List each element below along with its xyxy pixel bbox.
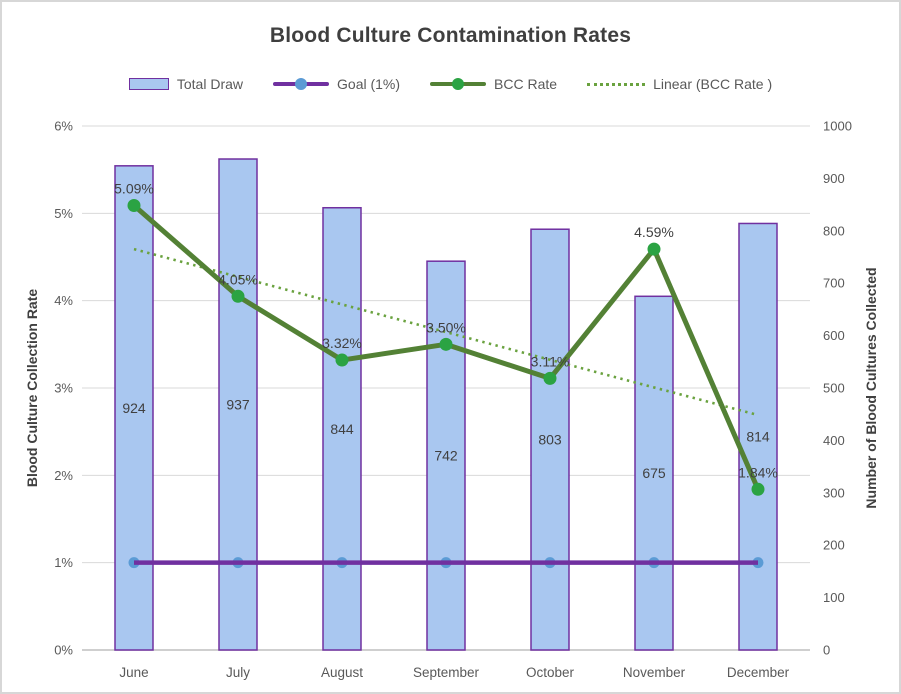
bcc-label-june: 5.09% — [114, 180, 154, 196]
right-tick-800: 800 — [823, 223, 845, 238]
legend-item-total-draw: Total Draw — [128, 76, 244, 92]
bar-november — [634, 295, 674, 651]
bcc-label-december: 1.84% — [738, 464, 778, 480]
right-tick-600: 600 — [823, 328, 845, 343]
left-tick-3%: 3% — [54, 381, 73, 396]
bar-august — [322, 206, 362, 651]
goal-marker-icon — [295, 78, 308, 90]
chart-legend: Total Draw Goal (1%) BCC Rate Linear (BC… — [2, 76, 899, 92]
bcc-marker-june — [127, 198, 141, 212]
bcc-marker-july — [231, 289, 245, 303]
bcc-marker-icon — [452, 78, 465, 90]
left-tick-1%: 1% — [54, 555, 73, 570]
bar-label-august: 844 — [330, 421, 354, 437]
x-label-november: November — [623, 665, 686, 680]
right-tick-200: 200 — [823, 538, 845, 553]
bcc-marker-december — [751, 482, 765, 496]
bcc-marker-august — [335, 353, 349, 367]
bar-december — [738, 222, 778, 651]
legend-label-linear: Linear (BCC Rate ) — [653, 76, 773, 92]
right-tick-300: 300 — [823, 485, 845, 500]
bcc-label-august: 3.32% — [322, 335, 362, 351]
trendline-icon — [587, 82, 646, 86]
trendline — [133, 247, 759, 417]
bcc-label-november: 4.59% — [634, 224, 674, 240]
bar-label-december: 814 — [746, 429, 770, 445]
left-tick-0%: 0% — [54, 643, 73, 658]
x-label-july: July — [226, 665, 250, 680]
x-label-december: December — [727, 665, 790, 680]
bar-october — [530, 228, 570, 651]
legend-label-bcc-rate: BCC Rate — [494, 76, 558, 92]
bar-june — [114, 165, 154, 651]
right-tick-1000: 1000 — [823, 119, 852, 134]
right-tick-400: 400 — [823, 433, 845, 448]
bar-september — [426, 260, 466, 651]
bcc-marker-november — [647, 242, 661, 256]
bar-july — [218, 158, 258, 651]
left-tick-6%: 6% — [54, 119, 73, 134]
left-tick-5%: 5% — [54, 206, 73, 221]
bcc-label-july: 4.05% — [218, 271, 258, 287]
right-tick-900: 900 — [823, 171, 845, 186]
bar-label-november: 675 — [642, 465, 666, 481]
bcc-label-october: 3.11% — [531, 353, 570, 369]
right-tick-0: 0 — [823, 643, 830, 658]
legend-item-bcc-rate: BCC Rate — [430, 76, 557, 92]
x-label-september: September — [413, 665, 480, 680]
right-tick-500: 500 — [823, 381, 845, 396]
legend-swatch-goal — [273, 77, 330, 91]
chart-title: Blood Culture Contamination Rates — [269, 24, 632, 47]
right-tick-100: 100 — [823, 590, 845, 605]
x-label-june: June — [119, 665, 148, 680]
legend-item-linear: Linear (BCC Rate ) — [587, 76, 772, 92]
legend-swatch-total-draw — [128, 78, 169, 90]
legend-item-goal: Goal (1%) — [273, 76, 400, 92]
legend-label-total-draw: Total Draw — [176, 76, 244, 92]
bar-label-october: 803 — [538, 432, 562, 448]
bcc-marker-september — [439, 337, 453, 351]
bcc-marker-october — [543, 371, 557, 385]
legend-swatch-bcc-rate — [430, 77, 487, 91]
right-tick-700: 700 — [823, 276, 845, 291]
x-label-october: October — [526, 665, 575, 680]
legend-label-goal: Goal (1%) — [337, 76, 401, 92]
bar-label-september: 742 — [434, 448, 458, 464]
x-label-august: August — [321, 665, 363, 680]
bar-label-june: 924 — [122, 400, 146, 416]
left-tick-4%: 4% — [54, 293, 73, 308]
bcc-label-september: 3.50% — [426, 319, 466, 335]
bar-label-july: 937 — [226, 397, 250, 413]
left-tick-2%: 2% — [54, 468, 73, 483]
